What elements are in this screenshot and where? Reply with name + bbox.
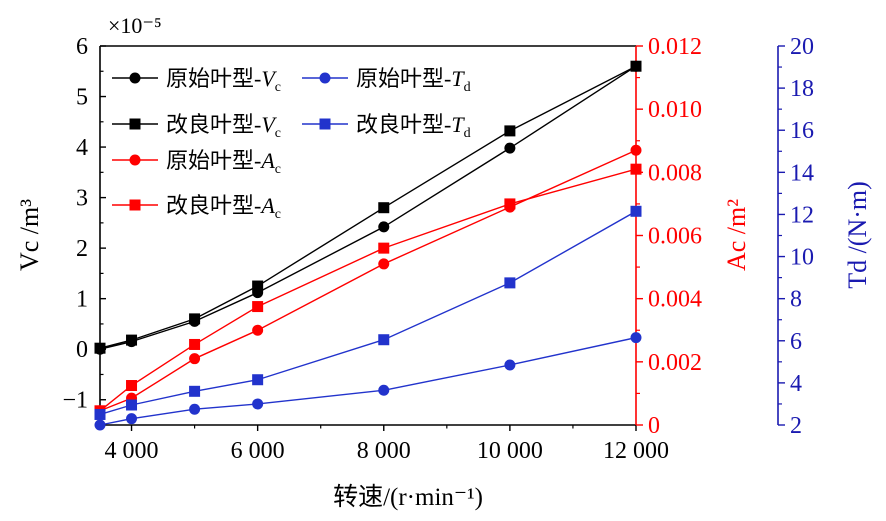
right1-tick-label: 0.010 [648,97,702,123]
data-point [630,332,642,344]
data-point [126,334,138,346]
data-point [252,324,264,336]
data-point [126,380,138,392]
right2-tick-label: 18 [790,76,814,102]
data-point [378,384,390,396]
data-point [252,398,264,410]
data-point [252,280,264,292]
right1-tick-label: 0 [648,413,660,439]
series-5 [94,205,642,420]
legend-label: 改良叶型-Td [356,112,471,141]
data-point [630,205,642,217]
legend: 原始叶型-Vc 原始叶型-Td 改良叶型-Vc 改良叶型-Td 原始叶型-Ac 改良叶型-… [112,66,471,222]
legend-entry: 原始叶型-Td [302,66,471,95]
legend-entry: 改良叶型-Td [302,112,471,141]
series-line [99,210,637,416]
x-axis-label: 转速/(r·min⁻¹) [333,483,483,511]
x-tick-label: 6 000 [231,438,285,464]
right1-tick-label: 0.006 [648,224,702,250]
legend-marker [129,154,141,166]
left-tick-label: 6 [76,34,88,60]
data-point [504,125,516,137]
data-point [189,403,201,415]
x-tick-label: 12 000 [603,438,669,464]
right2-tick-label: 20 [790,34,814,60]
data-point [504,359,516,371]
right2-tick-label: 4 [790,371,802,397]
data-point [189,385,201,397]
legend-marker [129,199,141,211]
right1-tick-label: 0.004 [648,287,702,313]
axes: 4 000 6 000 8 000 10 000 12 000 转速/(r·min⁻¹) −… [15,13,872,511]
data-point [630,60,642,72]
right2-axis-label: Td /(N·m) [843,181,872,289]
data-point [378,221,390,233]
left-tick-label: 5 [76,85,88,111]
right1-axis-label: Ac /m² [722,199,751,271]
legend-label: 原始叶型-Td [356,66,471,95]
data-point [94,342,106,354]
right2-tick-label: 14 [790,160,814,186]
right2-tick-label: 16 [790,118,814,144]
left-tick-label: −1 [62,388,88,414]
left-tick-label: 0 [76,337,88,363]
legend-marker [129,118,141,130]
data-point [94,419,106,431]
series-layer [94,60,642,431]
x-tick-label: 10 000 [477,438,543,464]
data-point [630,144,642,156]
data-point [378,334,390,346]
data-point [126,413,138,425]
data-point [378,242,390,254]
right1-tick-label: 0.002 [648,350,702,376]
legend-entry: 原始叶型-Vc [112,66,281,95]
data-point [504,277,516,289]
data-point [252,374,264,386]
legend-entry: 改良叶型-Vc [112,112,281,141]
right2-tick-label: 8 [790,287,802,313]
x-tick-label: 4 000 [105,438,159,464]
left-axis-label: Vc /m³ [15,199,44,271]
data-point [630,163,642,175]
right2-tick-label: 12 [790,202,814,228]
series-line [99,149,637,412]
legend-label: 原始叶型-Ac [166,148,281,177]
legend-entry: 改良叶型-Ac [112,193,281,222]
right1-tick-label: 0.012 [648,34,702,60]
legend-entry: 原始叶型-Ac [112,148,281,177]
legend-label: 改良叶型-Ac [166,193,281,222]
series-line [99,336,637,426]
data-point [94,408,106,420]
legend-label: 改良叶型-Vc [166,112,281,141]
data-point [126,399,138,411]
left-tick-label: 1 [76,287,88,313]
data-point [189,313,201,325]
left-tick-label: 4 [76,135,88,161]
series-2 [94,144,642,417]
x-tick-label: 8 000 [357,438,411,464]
data-point [189,338,201,350]
series-1 [94,60,642,354]
right1-tick-label: 0.008 [648,160,702,186]
right2-tick-label: 6 [790,329,802,355]
legend-marker [319,118,331,130]
left-axis-multiplier: ×10⁻⁵ [108,13,162,38]
data-point [252,301,264,313]
legend-label: 原始叶型-Vc [166,66,281,95]
legend-marker [319,72,331,84]
data-point [504,142,516,154]
right2-tick-label: 2 [790,413,802,439]
data-point [378,202,390,214]
left-tick-label: 2 [76,236,88,262]
data-point [378,258,390,270]
data-point [189,353,201,365]
series-4 [94,332,642,431]
legend-marker [129,72,141,84]
right2-tick-label: 10 [790,245,814,271]
data-point [504,198,516,210]
left-tick-label: 3 [76,186,88,212]
